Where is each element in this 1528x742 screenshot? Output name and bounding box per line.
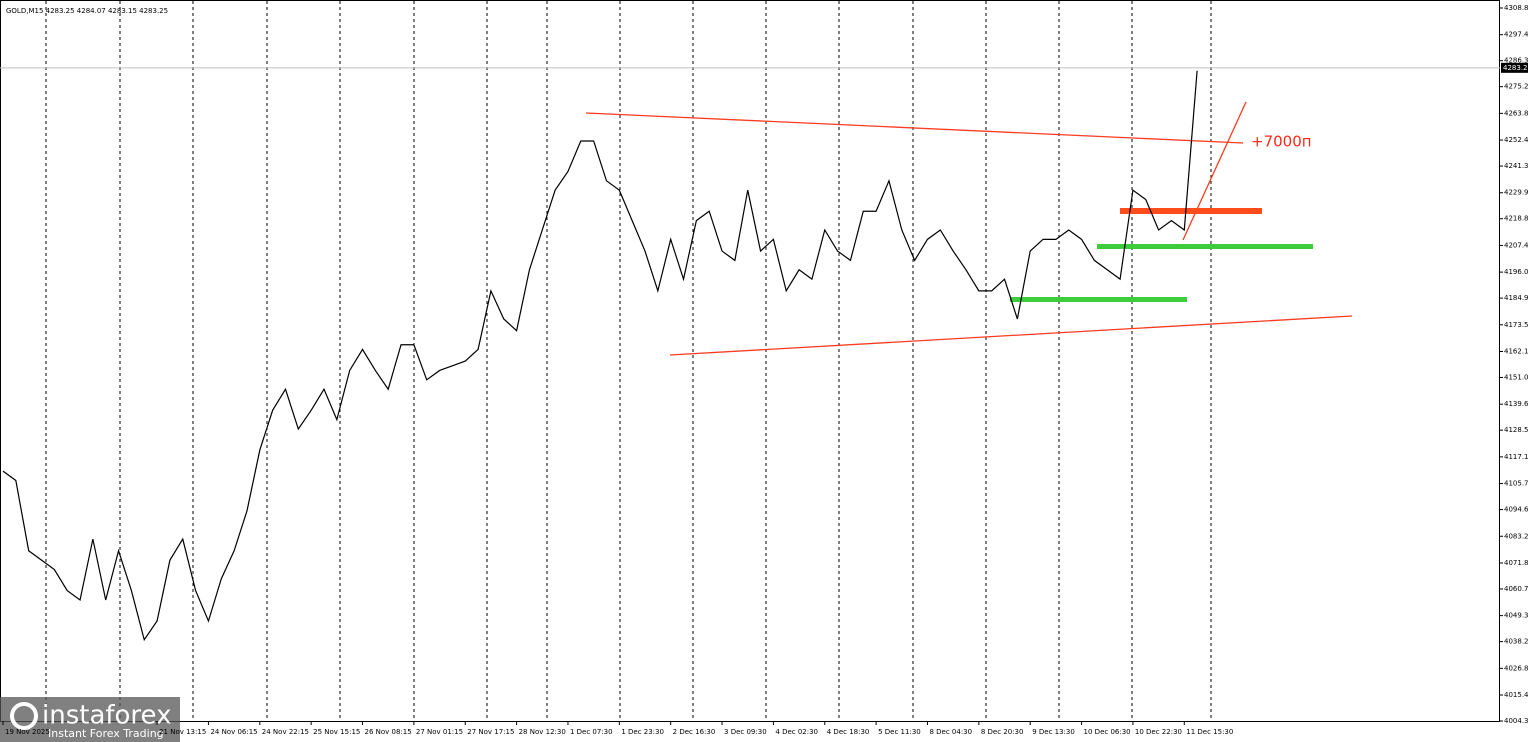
y-tick-label: 4038.20 [1504, 638, 1528, 646]
y-tick-label: 4128.50 [1504, 426, 1528, 434]
x-tick-label: 27 Nov 01:15 [416, 728, 463, 736]
y-tick-label: 4004.30 [1504, 717, 1528, 725]
y-tick-label: 4297.40 [1504, 31, 1528, 39]
plot-frame [0, 0, 1500, 722]
watermark: instaforex Instant Forex Trading [0, 697, 180, 742]
x-tick-label: 11 Dec 15:30 [1186, 728, 1233, 736]
x-tick-label: 25 Nov 15:15 [313, 728, 360, 736]
y-tick-label: 4015.40 [1504, 691, 1528, 699]
x-tick-label: 3 Dec 09:30 [724, 728, 767, 736]
drawings [585, 101, 1353, 356]
x-tick-label: 5 Dec 11:30 [878, 728, 921, 736]
y-tick-label: 4184.90 [1504, 294, 1528, 302]
y-tick-label: 4275.20 [1504, 83, 1528, 91]
x-tick-label: 1 Dec 07:30 [570, 728, 613, 736]
y-tick-label: 4308.80 [1504, 4, 1528, 12]
y-tick-label: 4263.80 [1504, 109, 1528, 117]
y-tick-label: 4241.30 [1504, 162, 1528, 170]
y-tick-label: 4071.80 [1504, 559, 1528, 567]
current-price-box [1501, 62, 1528, 73]
x-tick-label: 4 Dec 02:30 [775, 728, 818, 736]
x-tick-label: 21 Nov 13:15 [159, 728, 206, 736]
x-tick-label: 26 Nov 08:15 [365, 728, 412, 736]
y-tick-label: 4173.50 [1504, 321, 1528, 329]
x-tick-label: 24 Nov 06:15 [210, 728, 257, 736]
y-tick-label: 4094.60 [1504, 506, 1528, 514]
x-tick-label: 10 Dec 22:30 [1135, 728, 1182, 736]
y-tick-label: 4207.40 [1504, 241, 1528, 249]
chart-title: GOLD,M15 4283.25 4284.07 4283.15 4283.25 [6, 7, 168, 15]
current-price-label: 4283.25 [1503, 64, 1528, 72]
x-tick-label: 24 Nov 22:15 [262, 728, 309, 736]
y-tick-label: 4117.10 [1504, 453, 1528, 461]
x-tick-label: 9 Dec 13:30 [1032, 728, 1075, 736]
x-tick-label: 2 Dec 16:30 [673, 728, 716, 736]
y-tick-label: 4252.40 [1504, 136, 1528, 144]
x-tick-label: 28 Nov 12:30 [519, 728, 566, 736]
watermark-tagline: Instant Forex Trading [48, 727, 164, 740]
y-tick-label: 4083.20 [1504, 532, 1528, 540]
y-tick-label: 4162.10 [1504, 348, 1528, 356]
annotation: +7000п [1251, 133, 1312, 151]
x-tick-label: 4 Dec 18:30 [827, 728, 870, 736]
y-tick-label: 4026.80 [1504, 664, 1528, 672]
x-tick-label: 8 Dec 04:30 [929, 728, 972, 736]
y-tick-label: 4105.70 [1504, 480, 1528, 488]
y-tick-label: 4218.80 [1504, 215, 1528, 223]
price-line [2, 70, 1198, 642]
y-tick-label: 4049.30 [1504, 612, 1528, 620]
x-tick-label: 10 Dec 06:30 [1084, 728, 1131, 736]
y-tick-label: 4060.70 [1504, 585, 1528, 593]
watermark-brand: instaforex [42, 701, 171, 731]
y-tick-label: 4151.00 [1504, 373, 1528, 381]
x-tick-label: 27 Nov 17:15 [467, 728, 514, 736]
x-tick-label: 19 Nov 2025 [5, 728, 50, 736]
y-tick-label: 4286.30 [1504, 57, 1528, 65]
y-tick-label: 4139.60 [1504, 400, 1528, 408]
x-tick-label: 1 Dec 23:30 [621, 728, 664, 736]
y-tick-label: 4229.90 [1504, 189, 1528, 197]
x-tick-label: 8 Dec 20:30 [981, 728, 1024, 736]
y-tick-label: 4196.00 [1504, 268, 1528, 276]
